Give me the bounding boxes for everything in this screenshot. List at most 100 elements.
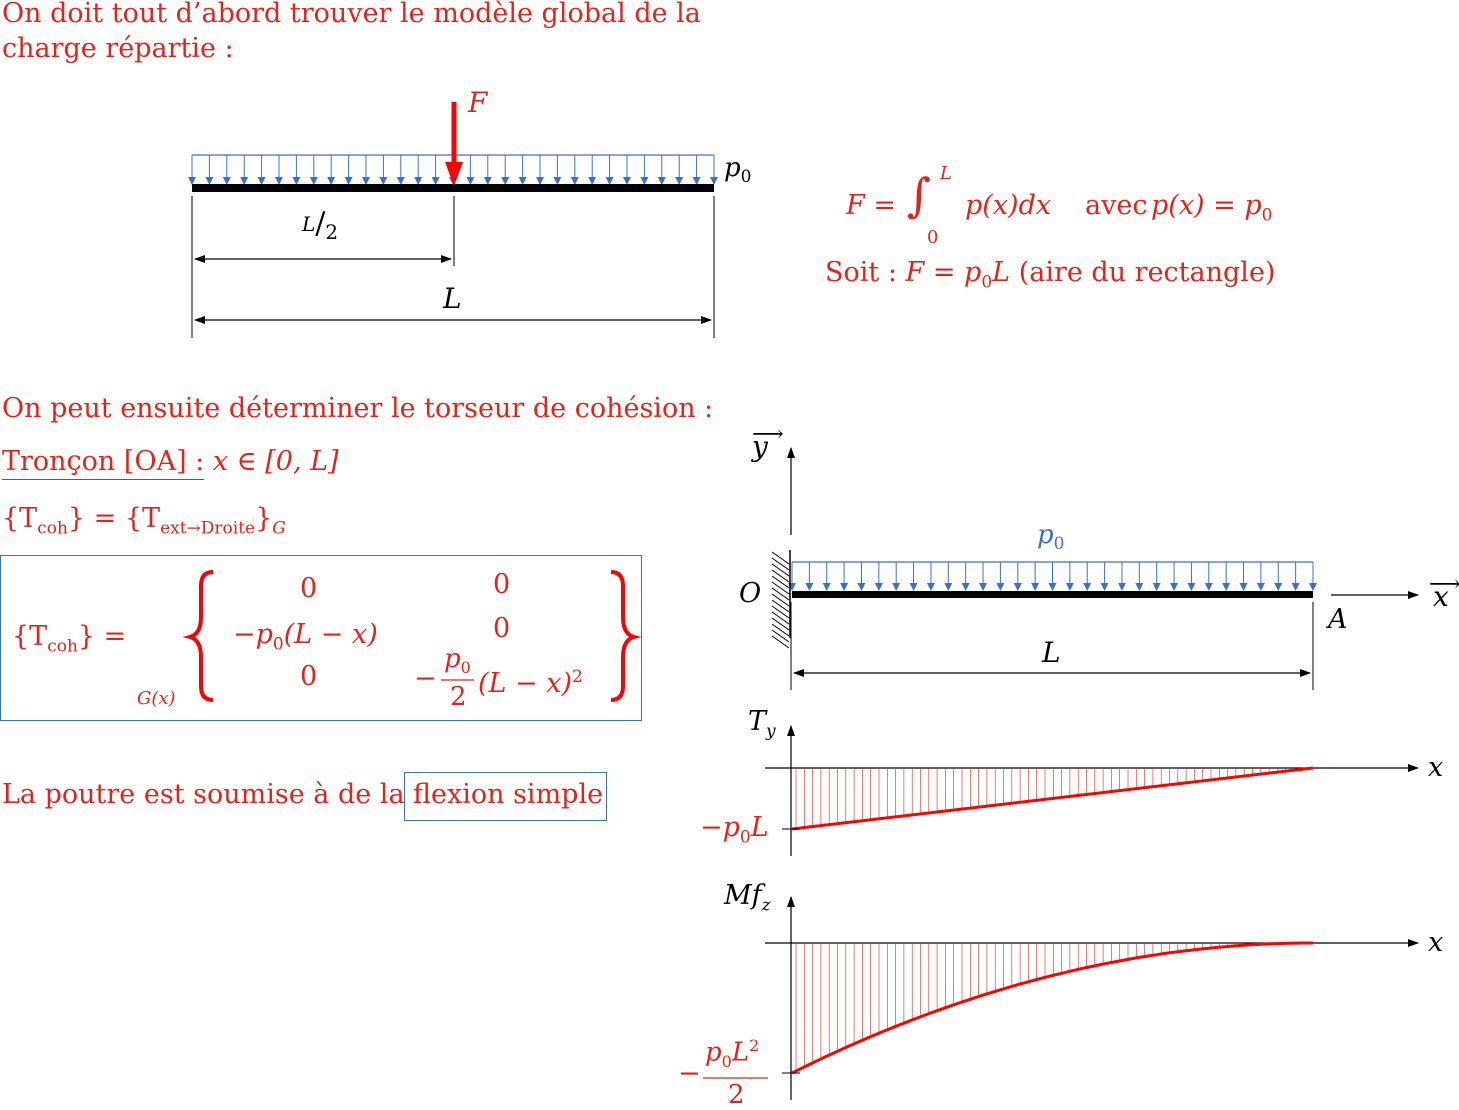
m21: −p0(L − x) [233, 619, 378, 655]
load-arrowhead [1117, 583, 1126, 591]
load-arrowhead [944, 583, 953, 591]
load-arrowhead [536, 177, 544, 185]
load-arrowhead [1152, 583, 1161, 591]
hatch-line [771, 563, 790, 577]
load-arrowhead [414, 177, 423, 185]
mf-value-numerator: p0L2 [705, 1036, 760, 1071]
load-arrowhead [1309, 583, 1317, 591]
p-of-x: p(x) = p0 [1151, 190, 1273, 226]
load-arrowhead [379, 177, 388, 185]
m12: 0 [493, 569, 511, 600]
load-arrowhead [1291, 583, 1300, 591]
load-label-2: p0 [1037, 520, 1065, 555]
load-arrowhead [205, 177, 214, 185]
load-arrowhead [1204, 583, 1213, 591]
load-arrowhead [222, 177, 231, 185]
load-arrowhead [909, 583, 918, 591]
torseur-intro: On peut ensuite déterminer le torseur de… [2, 393, 714, 424]
load-arrowhead [996, 583, 1005, 591]
torseur-definition: {Tcoh} = {Text→Droite}G [2, 503, 286, 539]
conclusion-text: La poutre est soumise à de la [2, 779, 405, 810]
troncon-domain: x ∈ [0, L] [212, 446, 339, 477]
ty-axis-label: Ty [748, 706, 776, 742]
load-arrowhead [979, 583, 988, 591]
load-arrowhead [1083, 583, 1092, 591]
load-arrowhead [788, 583, 796, 591]
load-arrowhead [640, 177, 649, 185]
load-arrowhead [1256, 583, 1265, 591]
integrand: p(x)dx [965, 190, 1052, 221]
load-arrowhead [1222, 583, 1231, 591]
load-arrowhead [840, 583, 849, 591]
matrix-point: G(x) [137, 688, 176, 709]
load-arrowhead [710, 177, 718, 185]
load-arrowhead [675, 177, 684, 185]
hatch-line [771, 605, 790, 619]
beam-1 [192, 184, 714, 192]
load-arrowhead [1065, 583, 1074, 591]
formula-result: Soit : F = p0L (aire du rectangle) [825, 257, 1276, 293]
torseur-matrix-box [0, 555, 642, 721]
m32-numerator: p0 [444, 644, 471, 678]
int-lower: 0 [927, 227, 939, 248]
load-arrowhead [1031, 583, 1040, 591]
force-arrow-head [445, 162, 463, 186]
load-label-1: p0 [724, 153, 752, 188]
formula-F: F = [846, 190, 896, 221]
wall-hatching [771, 551, 790, 649]
origin-label: O [739, 578, 762, 609]
load-arrowhead [309, 177, 318, 185]
force-label: F [468, 86, 488, 119]
load-arrowhead [257, 177, 266, 185]
hatch-line [771, 581, 790, 595]
y-axis-label: ⟶ y [752, 422, 784, 463]
conclusion-boxed: flexion simple [413, 779, 604, 810]
load-arrowhead [240, 177, 249, 185]
x-vector-arrow-icon: ⟶ [1429, 572, 1459, 597]
avec-label: avec [1085, 190, 1148, 221]
x-axis-label: ⟶ x [1429, 572, 1459, 613]
conclusion-box [404, 772, 607, 821]
load-arrowhead [1048, 583, 1057, 591]
hatch-line [771, 575, 790, 589]
integral-sign: ∫ [907, 168, 931, 222]
load-arrowhead [1187, 583, 1196, 591]
load-arrowhead [605, 177, 614, 185]
mf-x-label: x [1428, 927, 1444, 958]
load-arrowhead [874, 583, 883, 591]
mf-curve [791, 941, 1313, 1075]
load-arrowhead [857, 583, 866, 591]
hatch-line [771, 611, 790, 625]
load-arrowhead [362, 177, 370, 185]
load-arrowhead [822, 583, 831, 591]
load-arrowhead [692, 177, 701, 185]
mf-axis-label: Mfz [724, 880, 771, 916]
load-arrowhead [518, 177, 527, 185]
load-arrowhead [1100, 583, 1109, 591]
m32-minus: − [414, 663, 437, 694]
load-arrowhead [466, 177, 475, 185]
load-arrowhead [926, 583, 935, 591]
m32-denominator: 2 [450, 682, 467, 712]
m22: 0 [493, 613, 511, 644]
hatch-line [771, 569, 790, 583]
mf-value-minus: − [678, 1058, 701, 1089]
m31: 0 [300, 661, 318, 692]
load-arrowhead [1239, 583, 1248, 591]
mf-hatching [795, 943, 1311, 1072]
hatch-line [771, 599, 790, 613]
hatch-line [771, 635, 790, 649]
load-arrowhead [483, 177, 492, 185]
intro-line-1: On doit tout d’abord trouver le modèle g… [2, 0, 701, 29]
end-label: A [1328, 604, 1348, 635]
load-arrowhead [188, 177, 196, 185]
load-arrowhead [501, 177, 510, 185]
hatch-line [771, 587, 790, 601]
load-arrowhead [292, 177, 301, 185]
load-arrowhead [396, 177, 405, 185]
y-vector-arrow-icon: ⟶ [752, 422, 784, 447]
ty-value-label: −p0L [700, 812, 769, 848]
load-arrowhead [1135, 583, 1144, 591]
int-upper: L [940, 163, 952, 184]
